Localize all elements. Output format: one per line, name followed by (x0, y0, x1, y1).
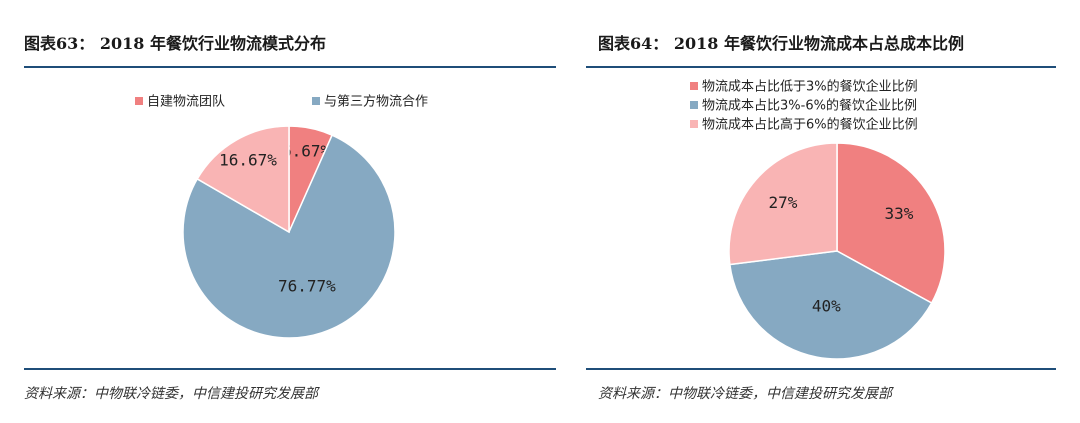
data-label-slice-1: 6.67% (282, 141, 331, 160)
figure-63-panel: 图表63： 2018 年餐饮行业物流模式分布 6.67% 76.77% 16.67%… (24, 34, 556, 402)
data-label-slice-2: 76.77% (278, 277, 336, 296)
legend-label-slice-1: 物流成本占比低于3%的餐饮企业比例 (702, 79, 918, 95)
pie-slice-1 (836, 142, 946, 305)
source-note: 资料来源：中物联冷链委，中信建投研究发展部 (598, 386, 892, 402)
legend-label-slice-3: 物流成本占比高于6%的餐饮企业比例 (702, 117, 918, 133)
legend-swatch-slice-3 (690, 120, 698, 128)
pie-slice-2 (729, 250, 933, 360)
legend-label-slice-2: 物流成本占比3%-6%的餐饮企业比例 (702, 98, 917, 114)
figure-64-title: 图表64： 2018 年餐饮行业物流成本占总成本比例 (598, 34, 964, 53)
data-label-slice-2: 40% (812, 296, 841, 315)
bottom-rule (24, 368, 556, 370)
title-rule (24, 66, 556, 68)
pie-slice-3 (196, 125, 290, 234)
legend-label-slice-2: 与第三方物流合作 (324, 94, 428, 110)
bottom-rule (586, 368, 1056, 370)
legend-swatch-slice-2 (690, 101, 698, 109)
pie-chart-logistics-mode: 6.67% 76.77% 16.67% 自建物流团队 与第三方物流合作 (135, 94, 428, 339)
legend-swatch-slice-1 (690, 82, 698, 90)
data-label-slice-1: 33% (885, 204, 914, 223)
figure-63-title: 图表63： 2018 年餐饮行业物流模式分布 (24, 34, 326, 53)
pie-slice-2 (182, 134, 396, 339)
pie-slice-3 (728, 142, 838, 266)
data-label-slice-3: 27% (769, 193, 798, 212)
legend-swatch-slice-1 (135, 97, 143, 105)
pie-chart-logistics-cost-share: 33% 40% 27% 物流成本占比低于3%的餐饮企业比例物流成本占比3%-6%的餐饮… (690, 79, 946, 360)
title-rule (586, 66, 1056, 68)
data-label-slice-3: 16.67% (219, 150, 277, 169)
source-note: 资料来源：中物联冷链委，中信建投研究发展部 (24, 386, 318, 402)
legend-label-slice-1: 自建物流团队 (147, 95, 225, 110)
legend-swatch-slice-2 (312, 97, 320, 105)
figure-64-panel: 图表64： 2018 年餐饮行业物流成本占总成本比例 33% 40% 27% 物流成本… (580, 0, 1080, 423)
